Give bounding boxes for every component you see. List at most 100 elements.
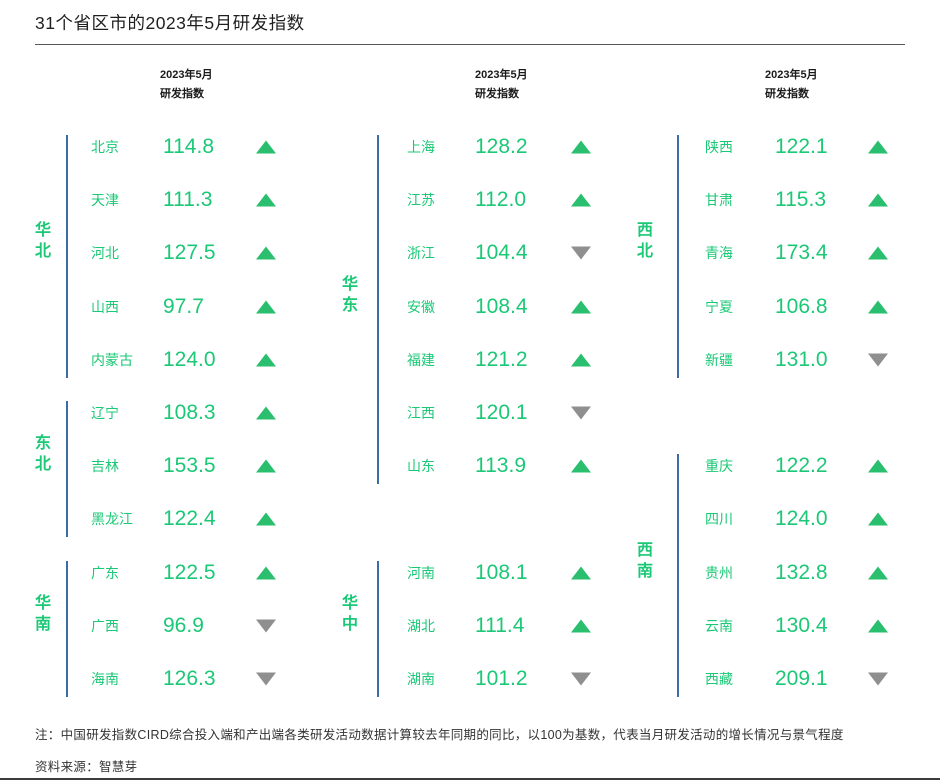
index-value: 209.1 [775,667,828,690]
index-value: 108.1 [475,560,528,584]
province-name: 上海 [407,139,435,155]
trend-up-icon [571,193,591,207]
index-value: 126.3 [163,667,216,690]
province-name: 内蒙古 [91,351,133,368]
index-value: 120.1 [475,401,528,424]
trend-up-icon [868,566,888,580]
index-value: 122.2 [775,454,828,478]
trend-up-icon [868,619,888,633]
trend-down-icon [571,246,591,260]
province-name: 河南 [407,564,435,581]
index-value: 114.8 [163,135,214,158]
trend-down-icon [571,672,591,686]
province-name: 宁夏 [705,298,733,315]
index-value: 122.5 [163,560,216,584]
trend-up-icon [256,140,276,154]
index-value: 132.8 [775,560,828,584]
trend-up-icon [256,512,276,526]
province-name: 广西 [91,617,119,634]
index-value: 115.3 [775,188,826,212]
trend-up-icon [868,193,888,207]
trend-down-icon [571,406,591,420]
index-value: 127.5 [163,241,216,265]
region-label: 西南 [636,541,654,580]
trend-up-icon [868,512,888,526]
header-index-label: 研发指数 [765,88,809,100]
page-title: 31个省区市的2023年5月研发指数 [35,13,305,33]
province-name: 安徽 [407,298,435,315]
province-name: 吉林 [91,458,119,475]
trend-up-icon [868,459,888,473]
trend-up-icon [571,300,591,314]
region-label: 西北 [636,222,654,261]
region-divider-line [377,560,379,697]
trend-up-icon [256,566,276,580]
province-name: 福建 [407,351,435,368]
region-label: 东北 [34,435,52,474]
trend-up-icon [571,459,591,473]
index-value: 97.7 [163,294,204,318]
index-value: 111.4 [475,613,525,637]
province-name: 重庆 [705,458,733,475]
region-divider-line [66,560,68,697]
trend-up-icon [256,300,276,314]
index-value: 128.2 [475,135,528,158]
region-divider-line [677,135,679,378]
value-column-header: 2023年5月 研发指数 [765,66,818,104]
province-name: 北京 [91,139,119,155]
province-name: 西藏 [705,671,733,687]
province-name: 山东 [407,458,435,475]
region-label: 华中 [341,594,359,633]
region-label: 华北 [34,222,52,261]
header-month-label: 2023年5月 [160,69,213,81]
index-value: 111.3 [163,188,213,212]
value-column-header: 2023年5月 研发指数 [475,66,528,104]
province-name: 青海 [705,245,733,262]
index-value: 131.0 [775,347,828,371]
title-divider-line [35,44,905,45]
header-index-label: 研发指数 [475,88,519,100]
province-name: 天津 [91,192,119,209]
province-name: 黑龙江 [91,511,133,528]
index-value: 101.2 [475,667,528,690]
index-value: 122.4 [163,507,216,531]
index-value: 96.9 [163,613,204,637]
header-month-label: 2023年5月 [475,69,528,81]
province-name: 河北 [91,245,119,262]
trend-down-icon [256,619,276,633]
region-divider-line [677,454,679,697]
province-name: 贵州 [705,564,733,581]
index-value: 112.0 [475,188,526,212]
index-value: 124.0 [163,347,216,371]
province-name: 江西 [407,405,435,421]
region-divider-line [66,135,68,378]
trend-down-icon [256,672,276,686]
trend-up-icon [571,566,591,580]
index-value: 173.4 [775,241,828,265]
province-name: 陕西 [705,139,733,155]
index-value: 122.1 [775,135,828,158]
province-name: 浙江 [407,245,435,262]
trend-up-icon [256,406,276,420]
index-value: 108.4 [475,294,528,318]
trend-up-icon [256,353,276,367]
index-value: 121.2 [475,347,528,371]
trend-up-icon [256,193,276,207]
region-label: 华南 [34,594,52,633]
province-name: 山西 [91,298,119,315]
region-divider-line [66,401,68,538]
province-name: 海南 [91,671,119,687]
province-name: 湖南 [407,671,435,687]
header-month-label: 2023年5月 [765,69,818,81]
trend-up-icon [256,246,276,260]
province-name: 湖北 [407,617,435,634]
province-name: 广东 [91,564,119,581]
province-name: 辽宁 [91,405,119,421]
region-label: 华东 [341,275,359,314]
source-note: 资料来源：智慧芽 [35,760,138,774]
trend-up-icon [571,140,591,154]
region-divider-line [377,135,379,485]
value-column-header: 2023年5月 研发指数 [160,66,213,104]
